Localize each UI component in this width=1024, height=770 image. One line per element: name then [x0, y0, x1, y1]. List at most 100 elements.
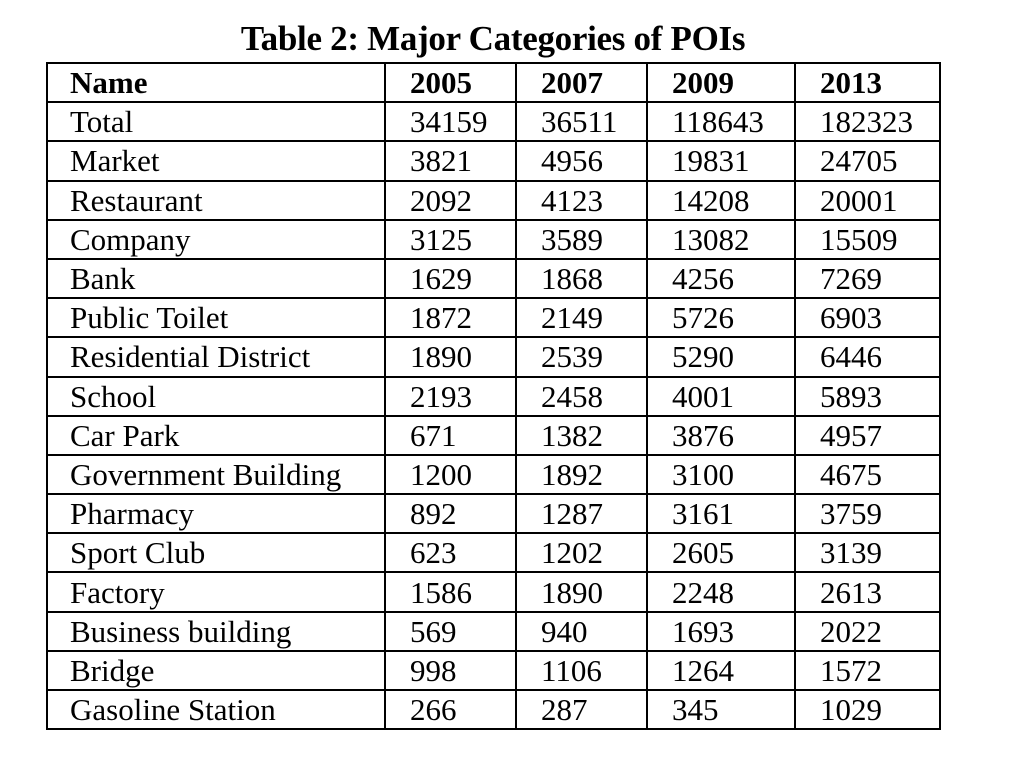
value-2007-cell: 1890	[515, 571, 648, 613]
value-2005-cell: 998	[384, 649, 517, 692]
value-2013-cell: 4957	[794, 414, 941, 456]
name-cell: Restaurant	[46, 179, 386, 221]
table-row: Public Toilet 1872 2149 5726 6903	[46, 297, 941, 339]
value-2009-cell: 3100	[646, 453, 796, 496]
value-2007-cell: 1892	[515, 453, 648, 496]
value-2005-cell: 671	[384, 414, 517, 456]
value-2005-cell: 266	[384, 688, 517, 731]
name-cell: Company	[46, 218, 386, 260]
name-cell: Government Building	[46, 453, 386, 496]
table-row: Pharmacy 892 1287 3161 3759	[46, 493, 941, 535]
value-2005-cell: 1890	[384, 336, 517, 378]
value-2009-cell: 3161	[646, 493, 796, 535]
value-2007-cell: 3589	[515, 218, 648, 260]
table-row: Gasoline Station 266 287 345 1029	[46, 688, 941, 731]
value-2007-cell: 1287	[515, 493, 648, 535]
value-2007-cell: 2149	[515, 297, 648, 339]
value-2009-cell: 1693	[646, 610, 796, 652]
value-2005-cell: 34159	[384, 101, 517, 143]
name-cell: Bridge	[46, 649, 386, 692]
table-row: Sport Club 623 1202 2605 3139	[46, 532, 941, 574]
table-row: Market 3821 4956 19831 24705	[46, 140, 941, 182]
name-cell: Market	[46, 140, 386, 182]
value-2007-cell: 1202	[515, 532, 648, 574]
header-2013: 2013	[794, 61, 941, 104]
value-2007-cell: 287	[515, 688, 648, 731]
value-2005-cell: 1200	[384, 453, 517, 496]
value-2009-cell: 4001	[646, 375, 796, 417]
value-2009-cell: 345	[646, 688, 796, 731]
name-cell: Residential District	[46, 336, 386, 378]
table-row: Residential District 1890 2539 5290 6446	[46, 336, 941, 378]
value-2013-cell: 3759	[794, 493, 941, 535]
name-cell: School	[46, 375, 386, 417]
value-2009-cell: 2248	[646, 571, 796, 613]
value-2013-cell: 3139	[794, 532, 941, 574]
value-2009-cell: 4256	[646, 257, 796, 300]
value-2005-cell: 2193	[384, 375, 517, 417]
value-2005-cell: 3821	[384, 140, 517, 182]
table-row: Company 3125 3589 13082 15509	[46, 218, 941, 260]
value-2013-cell: 7269	[794, 257, 941, 300]
value-2007-cell: 1382	[515, 414, 648, 456]
value-2007-cell: 4956	[515, 140, 648, 182]
value-2007-cell: 940	[515, 610, 648, 652]
name-cell: Car Park	[46, 414, 386, 456]
value-2007-cell: 2458	[515, 375, 648, 417]
value-2007-cell: 36511	[515, 101, 648, 143]
header-2005: 2005	[384, 61, 517, 104]
table-header-row: Name 2005 2007 2009 2013	[46, 61, 941, 104]
table-row: Business building 569 940 1693 2022	[46, 610, 941, 652]
value-2007-cell: 4123	[515, 179, 648, 221]
value-2005-cell: 623	[384, 532, 517, 574]
table-row: School 2193 2458 4001 5893	[46, 375, 941, 417]
table-row: Bank 1629 1868 4256 7269	[46, 257, 941, 300]
header-name: Name	[46, 61, 386, 104]
name-cell: Business building	[46, 610, 386, 652]
name-cell: Gasoline Station	[46, 688, 386, 731]
name-cell: Factory	[46, 571, 386, 613]
name-cell: Pharmacy	[46, 493, 386, 535]
value-2013-cell: 24705	[794, 140, 941, 182]
value-2009-cell: 14208	[646, 179, 796, 221]
table-body: Total 34159 36511 118643 182323 Market 3821 495…	[46, 101, 941, 731]
name-cell: Bank	[46, 257, 386, 300]
name-cell: Sport Club	[46, 532, 386, 574]
table-row: Total 34159 36511 118643 182323	[46, 101, 941, 143]
value-2013-cell: 15509	[794, 218, 941, 260]
table-row: Government Building 1200 1892 3100 4675	[46, 453, 941, 496]
table-row: Car Park 671 1382 3876 4957	[46, 414, 941, 456]
value-2009-cell: 5726	[646, 297, 796, 339]
value-2009-cell: 5290	[646, 336, 796, 378]
value-2013-cell: 6903	[794, 297, 941, 339]
value-2013-cell: 182323	[794, 101, 941, 143]
value-2013-cell: 5893	[794, 375, 941, 417]
value-2009-cell: 118643	[646, 101, 796, 143]
value-2013-cell: 2613	[794, 571, 941, 613]
value-2005-cell: 569	[384, 610, 517, 652]
value-2013-cell: 20001	[794, 179, 941, 221]
header-2007: 2007	[515, 61, 648, 104]
table-row: Restaurant 2092 4123 14208 20001	[46, 179, 941, 221]
value-2013-cell: 4675	[794, 453, 941, 496]
value-2009-cell: 3876	[646, 414, 796, 456]
value-2007-cell: 2539	[515, 336, 648, 378]
value-2005-cell: 892	[384, 493, 517, 535]
value-2005-cell: 1629	[384, 257, 517, 300]
table-row: Factory 1586 1890 2248 2613	[46, 571, 941, 613]
value-2009-cell: 13082	[646, 218, 796, 260]
table-caption: Table 2: Major Categories of POIs	[240, 19, 746, 58]
poi-categories-table: Name 2005 2007 2009 2013 Total 34159 36511…	[46, 61, 941, 731]
value-2007-cell: 1868	[515, 257, 648, 300]
value-2007-cell: 1106	[515, 649, 648, 692]
value-2013-cell: 1029	[794, 688, 941, 731]
name-cell: Total	[46, 101, 386, 143]
value-2009-cell: 19831	[646, 140, 796, 182]
value-2005-cell: 2092	[384, 179, 517, 221]
header-2009: 2009	[646, 61, 796, 104]
value-2013-cell: 6446	[794, 336, 941, 378]
value-2013-cell: 1572	[794, 649, 941, 692]
name-cell: Public Toilet	[46, 297, 386, 339]
value-2005-cell: 1586	[384, 571, 517, 613]
value-2009-cell: 1264	[646, 649, 796, 692]
